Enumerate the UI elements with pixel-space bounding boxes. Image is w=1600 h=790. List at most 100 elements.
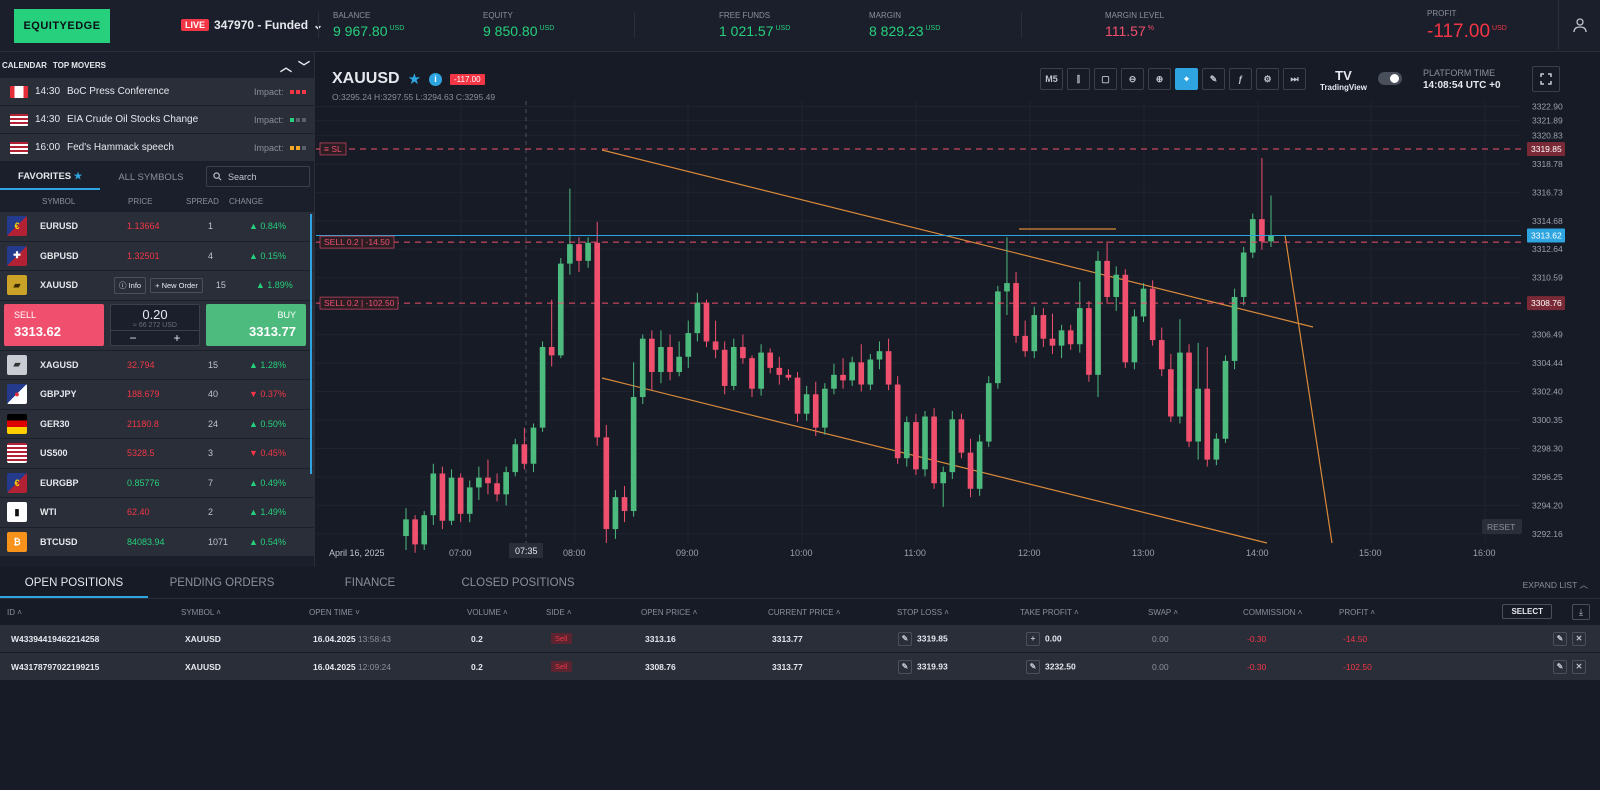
info-button[interactable]: ⓘ Info	[114, 276, 147, 294]
logo[interactable]: EQUITYEDGE	[14, 9, 110, 43]
tab-pending-orders[interactable]: PENDING ORDERS	[169, 577, 275, 589]
symbol-row-gbpusd[interactable]: ✚ GBPUSD 1.32501 4 ▲ 0.15%	[0, 241, 314, 271]
col-symbol[interactable]: SYMBOL ˄	[181, 607, 221, 617]
new-order-button[interactable]: + New Order	[150, 277, 203, 293]
tab-open-positions[interactable]: OPEN POSITIONS	[0, 567, 148, 598]
edit-position-icon[interactable]: ✎	[1553, 631, 1567, 646]
reset-button[interactable]: RESET	[1487, 522, 1515, 532]
col-open-time[interactable]: OPEN TIME ˅	[309, 607, 360, 617]
position-row[interactable]: W43178797022199215 XAUUSD 16.04.2025 12:…	[0, 653, 1600, 681]
zoom-out-icon[interactable]: ⊖	[1121, 68, 1144, 90]
col-swap[interactable]: SWAP ˄	[1148, 607, 1179, 617]
gbpjpy-flag-icon: ●	[7, 384, 27, 405]
col-id[interactable]: ID ˄	[7, 607, 22, 617]
candle-body	[612, 497, 619, 530]
symbol-row-wti[interactable]: ▮ WTI 62.40 2 ▲ 1.49%	[0, 498, 314, 528]
candle-body	[585, 242, 591, 261]
info-icon[interactable]: i	[429, 72, 443, 86]
tab-closed-positions[interactable]: CLOSED POSITIONS	[461, 577, 575, 589]
candle-body	[1186, 352, 1192, 442]
event-title: EIA Crude Oil Stocks Change	[67, 114, 199, 125]
tradingview-logo[interactable]: TV TradingView	[1320, 68, 1367, 92]
candle-body	[512, 444, 519, 473]
download-icon[interactable]: ⤓	[1572, 604, 1590, 620]
add-take-profit-icon[interactable]: +	[1026, 631, 1040, 646]
symbol-row-ger30[interactable]: GER30 21180.8 24 ▲ 0.50%	[0, 409, 314, 439]
select-button[interactable]: SELECT	[1502, 604, 1552, 619]
tradingview-toggle[interactable]	[1378, 72, 1402, 85]
crosshair-icon[interactable]: ⌖	[1175, 68, 1198, 90]
trade-panel: SELL 3313.62 0.20 ≈ 66 272 USD − + BUY 3313…	[0, 300, 314, 351]
symbol-row-us500[interactable]: US500 5328.5 3 ▼ 0.45%	[0, 439, 314, 469]
favorite-star-icon[interactable]: ★	[407, 71, 422, 88]
positions-panel: OPEN POSITIONS PENDING ORDERS FINANCE CL…	[0, 567, 1600, 790]
tab-finance[interactable]: FINANCE	[344, 577, 396, 589]
pencil-icon[interactable]: ✎	[1202, 68, 1225, 90]
calendar-event[interactable]: 14:30 EIA Crude Oil Stocks Change Impact…	[0, 106, 314, 134]
timeframe-button[interactable]: M5	[1040, 68, 1063, 90]
square-icon[interactable]: ▢	[1094, 68, 1117, 90]
price-chart[interactable]: ≡ SL SELL 0.2 | -14.50 SELL 0.2 | -102.50 3…	[316, 52, 1600, 567]
search-input[interactable]: Search	[206, 166, 310, 187]
symbol-row-gbpjpy[interactable]: ● GBPJPY 188.679 40 ▼ 0.37%	[0, 380, 314, 410]
collapse-up-icon[interactable]: ︿	[279, 60, 292, 74]
candles-icon[interactable]: ⫿	[1067, 68, 1090, 90]
col-side[interactable]: SIDE ˄	[546, 607, 572, 617]
impact-indicator: Impact:	[254, 115, 306, 125]
skip-end-icon[interactable]: ⏭	[1283, 68, 1306, 90]
edit-stop-loss-icon[interactable]: ✎	[898, 631, 912, 646]
y-tick-label: 3316.73	[1532, 187, 1563, 197]
edit-take-profit-icon[interactable]: ✎	[1026, 659, 1040, 674]
canada-flag-icon	[10, 85, 28, 98]
tab-favorites[interactable]: FAVORITES ★	[0, 164, 101, 190]
sell-button[interactable]: SELL 3313.62	[4, 304, 104, 346]
quantity-stepper[interactable]: 0.20 ≈ 66 272 USD − +	[110, 304, 200, 346]
symbol-row-xagusd[interactable]: ▰ XAGUSD 32.794 15 ▲ 1.28%	[0, 350, 314, 380]
position-row[interactable]: W43394419462214258 XAUUSD 16.04.2025 13:…	[0, 625, 1600, 653]
tab-calendar[interactable]: CALENDAR	[2, 60, 47, 70]
symbol-row-xauusd[interactable]: ▰ XAUUSD ⓘ Info + New Order 15 ▲ 1.89%	[0, 271, 314, 301]
x-tick-label: 16:00	[1473, 548, 1496, 558]
close-position-icon[interactable]: ✕	[1572, 659, 1586, 674]
candle-body	[958, 419, 965, 453]
col-volume[interactable]: VOLUME ˄	[467, 607, 508, 617]
indicators-icon[interactable]: ƒ	[1229, 68, 1252, 90]
edit-position-icon[interactable]: ✎	[1553, 659, 1567, 674]
oil-barrel-icon: ▮	[7, 502, 27, 523]
decrease-button[interactable]: −	[129, 331, 137, 345]
increase-button[interactable]: +	[173, 331, 181, 345]
profit-stat: PROFIT -117.00 USD	[1427, 9, 1507, 42]
candle-body	[1049, 338, 1056, 346]
user-button[interactable]	[1558, 0, 1600, 50]
col-commission[interactable]: COMMISSION ˄	[1243, 607, 1303, 617]
col-profit[interactable]: PROFIT ˄	[1339, 607, 1376, 617]
calendar-event[interactable]: 14:30 BoC Press Conference Impact:	[0, 78, 314, 106]
candle-body	[412, 519, 418, 545]
candle-body	[1149, 288, 1156, 341]
candle-body	[903, 422, 910, 459]
edit-stop-loss-icon[interactable]: ✎	[898, 659, 912, 674]
buy-button[interactable]: BUY 3313.77	[206, 304, 306, 346]
zoom-in-icon[interactable]: ⊕	[1148, 68, 1171, 90]
symbol-row-eurusd[interactable]: € EURUSD 1.13664 1 ▲ 0.84%	[0, 212, 314, 242]
col-open-price[interactable]: OPEN PRICE ˄	[641, 607, 698, 617]
x-tick-label: 12:00	[1018, 548, 1041, 558]
sl-price-tag-bg	[1527, 141, 1565, 156]
symbol-row-eurgbp[interactable]: € EURGBP 0.85776 7 ▲ 0.49%	[0, 468, 314, 498]
col-current-price[interactable]: CURRENT PRICE ˄	[768, 607, 841, 617]
expand-list-button[interactable]: EXPAND LIST ︿	[1522, 580, 1588, 590]
col-take-profit[interactable]: TAKE PROFIT ˄	[1020, 607, 1079, 617]
x-tick-label: 07:00	[449, 548, 472, 558]
tab-top-movers[interactable]: TOP MOVERS	[52, 60, 106, 70]
candle-body	[867, 359, 874, 385]
settings-icon[interactable]: ⚙	[1256, 68, 1279, 90]
expand-down-icon[interactable]: ﹀	[297, 60, 310, 74]
fullscreen-icon[interactable]	[1532, 66, 1560, 92]
favorites-scrollbar[interactable]	[310, 214, 312, 474]
col-stop-loss[interactable]: STOP LOSS ˄	[897, 607, 949, 617]
symbol-row-btcusd[interactable]: ₿ BTCUSD 84083.94 1071 ▲ 0.54%	[0, 527, 314, 557]
close-position-icon[interactable]: ✕	[1572, 631, 1586, 646]
account-selector[interactable]: LIVE 347970 - Funded ⌄	[181, 18, 323, 32]
calendar-event[interactable]: 16:00 Fed's Hammack speech Impact:	[0, 134, 314, 162]
tab-all-symbols[interactable]: ALL SYMBOLS	[118, 171, 184, 183]
